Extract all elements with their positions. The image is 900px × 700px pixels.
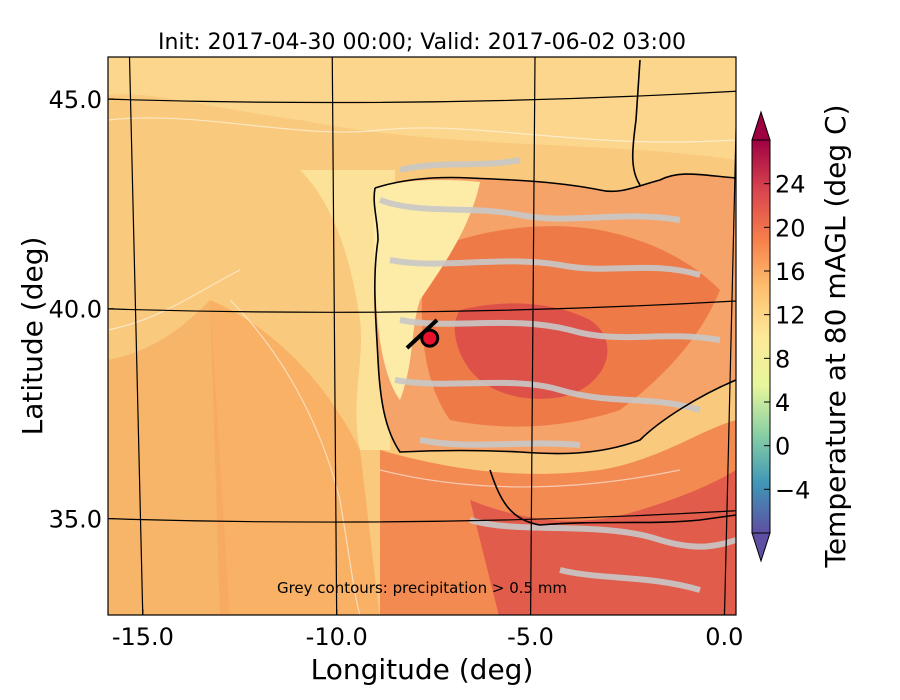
graticule-parallel [108,510,736,523]
colorbar-label: Temperature at 80 mAGL (deg C) [819,104,852,568]
colorbar-tick-label: 8 [775,345,790,373]
coastline [373,59,736,526]
x-tick-label: -5.0 [507,623,554,651]
map-title: Init: 2017-04-30 00:00; Valid: 2017-06-0… [158,30,686,55]
site-marker [420,328,440,348]
graticule-parallel [108,90,736,104]
y-axis-label: Latitude (deg) [16,237,49,436]
colorbar: −4 0 4 8 12 16 20 24 Temperature at 80 mAGL (de… [751,104,852,569]
colorbar-tick-label: 12 [775,302,806,330]
y-axis-ticks: 35.0 40.0 45.0 [49,86,114,534]
y-tick-label: 35.0 [49,506,102,534]
colorbar-tick-label: 16 [775,258,806,286]
atlantic-warm-band [210,300,380,615]
precipitation-annotation: Grey contours: precipitation > 0.5 mm [277,579,567,597]
colorbar-min-extension [751,532,771,563]
temperature-contour-lines [108,117,736,615]
precipitation-contours [378,157,736,593]
x-axis-ticks: -15.0 -10.0 -5.0 0.0 [112,609,743,651]
map-area [108,57,736,615]
warm-ocean-band [108,300,230,615]
cool-north-ocean [108,57,736,160]
colorbar-tick-label: 20 [775,214,806,242]
colorbar-tick-label: −4 [775,476,810,504]
map-frame [107,56,737,616]
x-tick-label: 0.0 [705,623,743,651]
colorbar-max-extension [751,110,771,141]
colorbar-body [751,139,771,534]
iberia-cool-northwest [373,180,480,400]
cool-coast-band [300,170,395,450]
graticule-meridian [331,57,338,615]
colorbar-ticks: −4 0 4 8 12 16 20 24 [764,171,810,504]
graticule-parallel [108,300,736,313]
africa-hot [470,470,736,615]
x-axis-label: Longitude (deg) [311,653,534,686]
graticule-meridian [529,57,536,615]
colorbar-tick-label: 0 [775,433,790,461]
graticule-meridian [128,57,144,615]
y-tick-label: 40.0 [49,296,102,324]
y-tick-label: 45.0 [49,86,102,114]
colorbar-tick-label: 24 [775,171,806,199]
colorbar-tick-label: 4 [775,389,790,417]
x-tick-label: -15.0 [112,623,174,651]
x-tick-label: -10.0 [306,623,368,651]
